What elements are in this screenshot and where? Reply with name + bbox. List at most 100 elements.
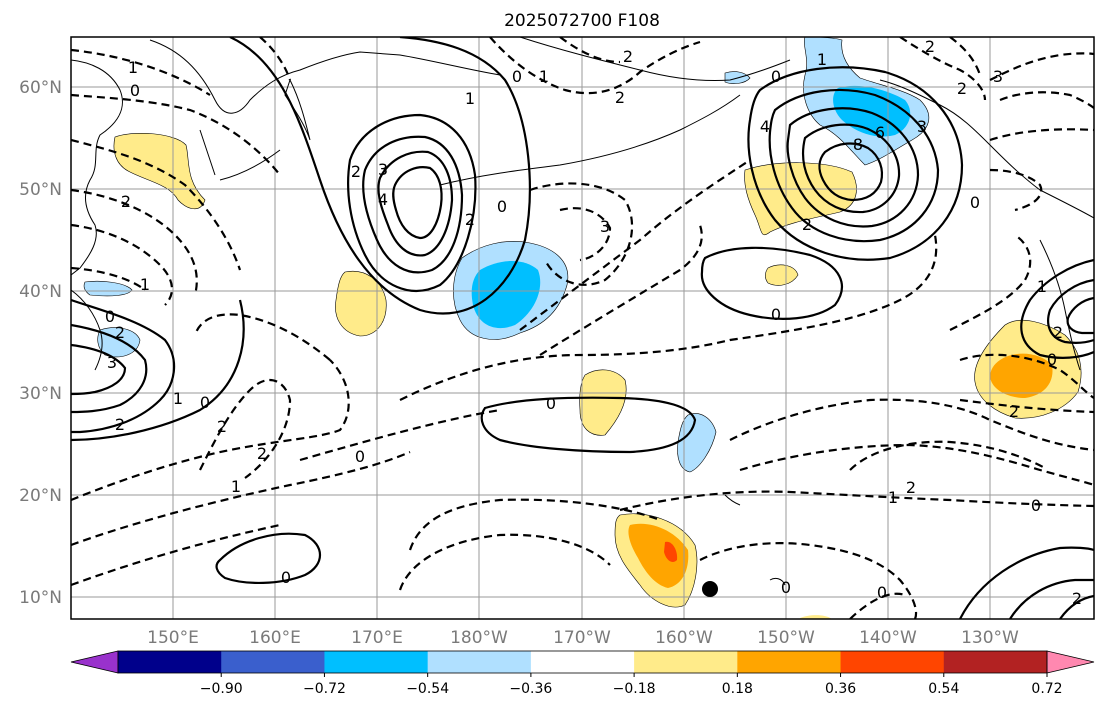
contour-line (539, 224, 703, 356)
contours-negative (71, 37, 1094, 619)
colorbar-segment (530, 651, 635, 673)
contour-label: 4 (378, 190, 388, 209)
contour-line (1047, 278, 1094, 344)
contour-line (377, 150, 454, 257)
coast-north-america (1039, 239, 1081, 371)
shade-negative (677, 413, 717, 473)
contour-labels: 1 0 0 1 2 2 2 1 3 2 4 2 0 0 1 2 3 1 0 2 … (105, 37, 1082, 608)
colorbar-segment (840, 651, 945, 673)
contour-label: 1 (140, 275, 150, 294)
contour-line (768, 88, 940, 243)
contour-line (700, 246, 843, 320)
contour-label: 2 (925, 37, 935, 56)
contour-label: 0 (200, 393, 210, 412)
contour-line (959, 353, 1094, 399)
contour-label: 2 (615, 88, 625, 107)
lat-label: 10°N (19, 588, 62, 608)
contour-line (949, 37, 982, 76)
contour-label: 0 (1047, 350, 1057, 369)
shade-positive (800, 615, 832, 619)
contour-line (1059, 594, 1094, 619)
contour-line (71, 450, 411, 547)
contour-line (989, 128, 1094, 142)
colorbar-segment (118, 651, 222, 673)
colorbar-tick-label: −0.36 (509, 681, 552, 697)
contour-label: 2 (351, 162, 361, 181)
contour-line (959, 398, 1094, 414)
shade-positive (113, 132, 206, 210)
map-title: 2025072700 F108 (504, 11, 660, 31)
contour-line (71, 298, 176, 434)
coast-alaska (519, 37, 791, 81)
longitude-labels: 150°E 160°E 170°E 180°W 170°W 160°W 150°… (147, 628, 1019, 648)
colorbar-segment (221, 651, 325, 673)
gridlines (71, 37, 1094, 619)
contour-line (1009, 578, 1094, 619)
contour-line (71, 359, 350, 502)
contour-label: 1 (817, 50, 827, 69)
colorbar-extend-high (1046, 650, 1095, 674)
contour-line (480, 396, 697, 454)
contour-line (801, 123, 901, 214)
contour-line (739, 443, 1094, 487)
contours-positive (71, 37, 1094, 619)
coast-sakhalin (199, 129, 216, 176)
contour-label: 2 (1009, 402, 1019, 421)
lat-label: 60°N (19, 78, 62, 98)
contour-label: 0 (130, 81, 140, 100)
coast-siberia (149, 39, 501, 114)
contour-label: 2 (623, 47, 633, 66)
colorbar (70, 650, 1095, 674)
colorbar-labels: −0.90 −0.72 −0.54 −0.36 −0.18 0.18 0.36 0.54 0.7… (200, 673, 1063, 697)
lat-label: 50°N (19, 180, 62, 200)
lon-label: 130°W (961, 628, 1019, 648)
contour-label: 3 (993, 67, 1003, 86)
shade-positive (990, 353, 1053, 398)
colorbar-extend-low (70, 650, 119, 674)
latitude-labels: 60°N 50°N 40°N 30°N 20°N 10°N (19, 78, 62, 608)
contour-label: 1 (231, 477, 241, 496)
contour-label: 0 (771, 67, 781, 86)
lat-label: 30°N (19, 384, 62, 404)
contour-line (71, 93, 281, 176)
contour-label: 2 (957, 79, 967, 98)
map-area: 1 0 0 1 2 2 2 1 3 2 4 2 0 0 1 2 3 1 0 2 … (71, 37, 1094, 619)
shade-positive (765, 264, 799, 286)
contour-line (989, 52, 1094, 81)
contour-line (71, 223, 173, 306)
contour-line (619, 490, 1094, 512)
colorbar-tick-label: 0.54 (928, 681, 959, 697)
shade-positive (664, 541, 678, 563)
contour-line (362, 135, 464, 274)
contour-label: 3 (917, 117, 927, 136)
contour-label: 2 (906, 478, 916, 497)
contour-line (559, 37, 621, 64)
contour-line (849, 440, 1046, 471)
contour-line (199, 379, 292, 479)
colorbar-tick-label: 0.72 (1031, 681, 1062, 697)
coast-aleutians (439, 94, 741, 186)
contour-line (999, 91, 1094, 109)
contour-line (949, 234, 1032, 331)
colorbar-tick-label: −0.18 (613, 681, 656, 697)
contour-line (489, 37, 701, 95)
contour-label: 2 (217, 417, 227, 436)
contour-label: 0 (877, 583, 887, 602)
shade-positive (335, 270, 387, 337)
map-border (70, 36, 1095, 620)
colorbar-tick-label: 0.18 (722, 681, 753, 697)
contour-line (193, 313, 331, 361)
lon-label: 170°W (553, 628, 611, 648)
contour-line (818, 142, 884, 202)
contour-line (989, 168, 1043, 212)
contour-line (699, 542, 918, 619)
coast-japan (71, 289, 103, 371)
contour-line (71, 323, 148, 414)
coast-alaska-gulf (879, 79, 1094, 219)
contour-label: 0 (497, 197, 507, 216)
lon-label: 170°E (351, 628, 403, 648)
contour-label: 1 (465, 89, 475, 108)
lon-label: 180°W (450, 628, 508, 648)
contour-line (519, 159, 751, 331)
colorbar-segment (634, 651, 738, 673)
